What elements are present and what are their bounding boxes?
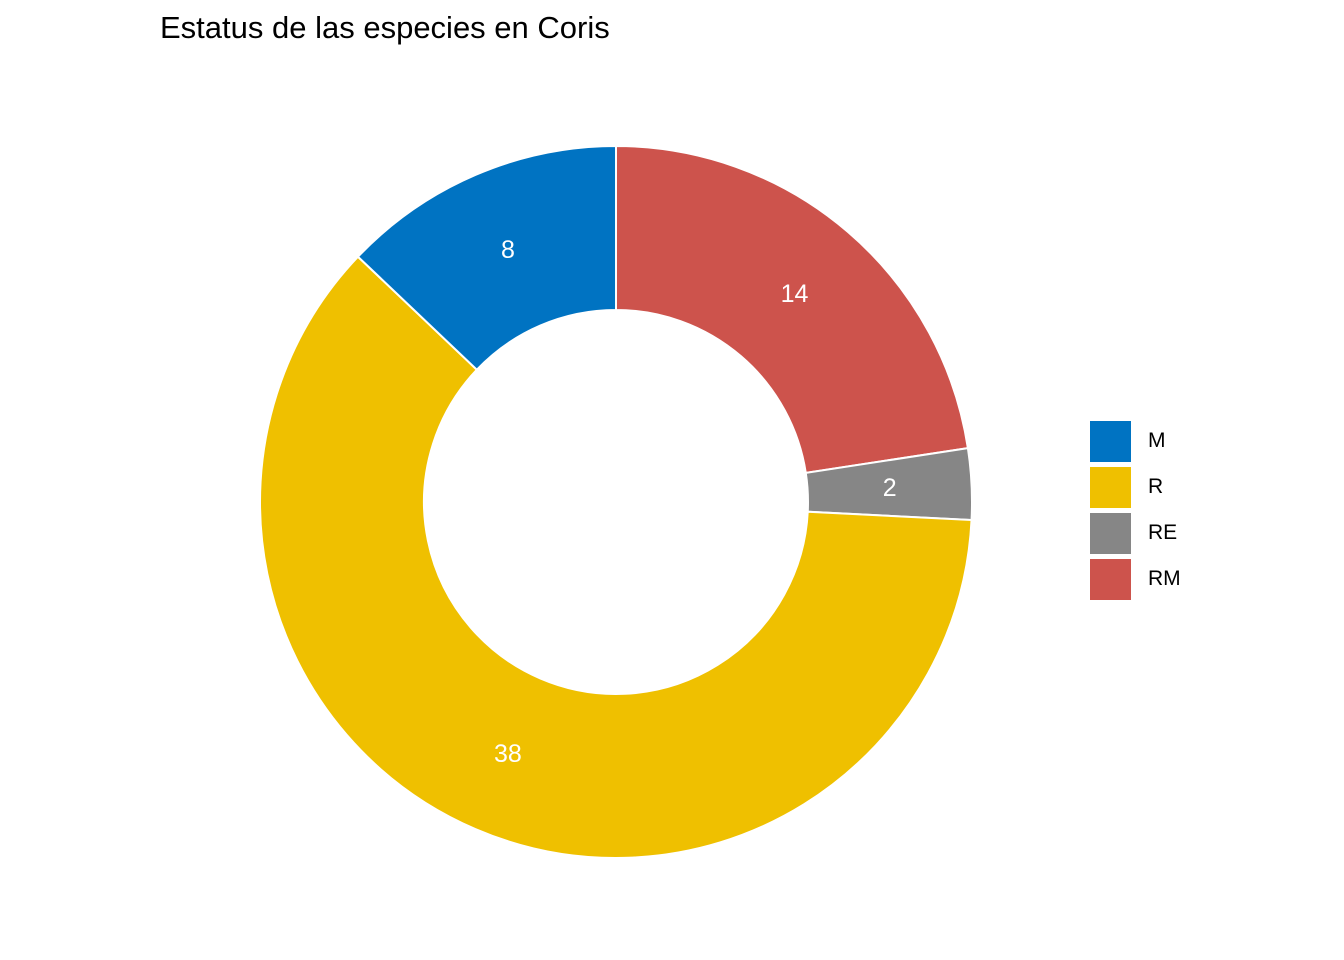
legend-swatch: [1090, 558, 1131, 600]
legend-item-r: R: [1090, 464, 1181, 510]
legend-swatch: [1090, 512, 1131, 554]
slice-value-label-r: 38: [494, 740, 522, 768]
slice-value-label-m: 8: [501, 236, 515, 264]
chart-title: Estatus de las especies en Coris: [160, 10, 610, 45]
legend-item-m: M: [1090, 418, 1181, 464]
slice-value-label-re: 2: [883, 474, 897, 502]
slice-value-label-rm: 14: [781, 280, 809, 308]
legend-swatch: [1090, 466, 1131, 508]
donut-slice-rm: [615, 144, 970, 475]
slice-labels-group: 14 2 38 8: [494, 236, 897, 768]
legend-item-rm: RM: [1090, 556, 1181, 602]
legend: M R RE RM: [1090, 418, 1181, 602]
donut-slice-m: [356, 144, 617, 372]
legend-swatch: [1090, 420, 1131, 462]
legend-label: RM: [1148, 567, 1181, 590]
legend-item-re: RE: [1090, 510, 1181, 556]
legend-label: RE: [1148, 521, 1178, 544]
legend-label: R: [1148, 475, 1164, 498]
donut-slice-r: [259, 255, 973, 859]
legend-label: M: [1148, 429, 1166, 452]
slices-group: [259, 144, 973, 859]
